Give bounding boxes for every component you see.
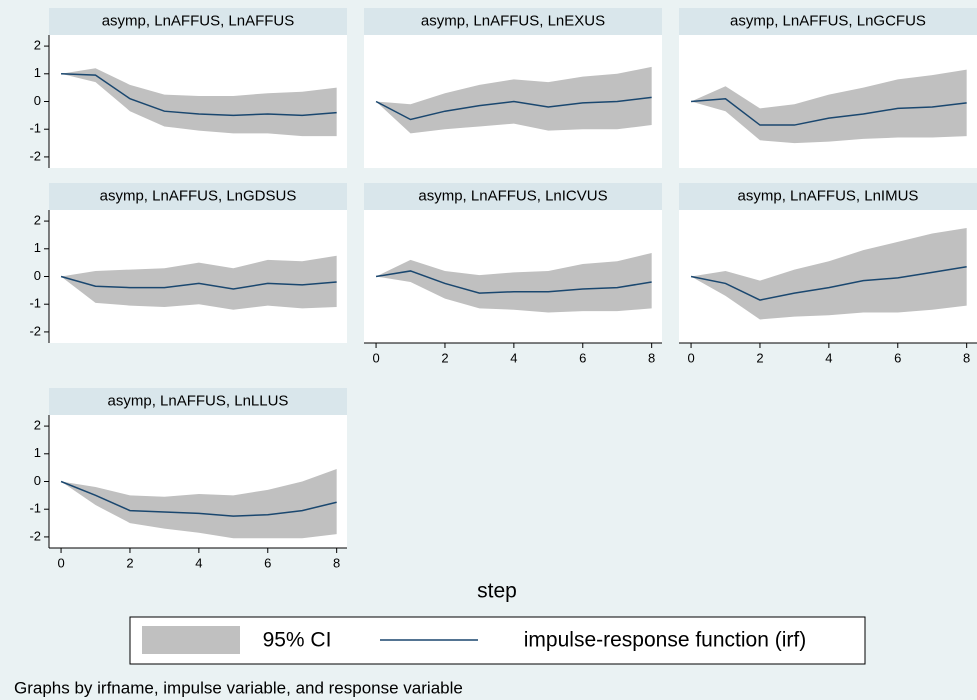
x-tick-label: 4 bbox=[195, 555, 202, 570]
y-tick-label: -1 bbox=[29, 296, 41, 311]
x-tick-label: 0 bbox=[687, 350, 694, 365]
irf-line bbox=[61, 73, 337, 117]
y-tick-label: 1 bbox=[34, 240, 41, 255]
legend-label: 95% CI bbox=[263, 629, 332, 652]
ci-band bbox=[376, 252, 652, 313]
y-tick-label: 0 bbox=[34, 268, 41, 283]
x-tick-label: 8 bbox=[648, 350, 655, 365]
ci-band bbox=[691, 228, 967, 320]
y-tick-label: 1 bbox=[34, 65, 41, 80]
x-tick-label: 6 bbox=[894, 350, 901, 365]
y-tick-label: -2 bbox=[29, 528, 41, 543]
y-tick-label: -2 bbox=[29, 323, 41, 338]
panel-title: asymp, LnAFFUS, LnIMUS bbox=[738, 187, 919, 204]
title-strip bbox=[49, 183, 347, 210]
panel-title: asymp, LnAFFUS, LnGCFUS bbox=[730, 12, 926, 29]
ci-band bbox=[61, 469, 337, 539]
legend-box bbox=[129, 616, 866, 665]
y-tick-label: 0 bbox=[34, 93, 41, 108]
ci-band bbox=[61, 68, 337, 137]
y-tick-label: 2 bbox=[34, 213, 41, 228]
x-tick-label: 8 bbox=[333, 555, 340, 570]
x-tick-label: 0 bbox=[57, 555, 64, 570]
x-axis-title: step bbox=[477, 580, 517, 603]
ci-band bbox=[376, 66, 652, 134]
y-tick-label: 1 bbox=[34, 445, 41, 460]
y-tick-label: -1 bbox=[29, 121, 41, 136]
x-tick-label: 4 bbox=[825, 350, 832, 365]
panel-title: asymp, LnAFFUS, LnGDSUS bbox=[100, 187, 297, 204]
irf-line bbox=[375, 96, 652, 121]
x-tick-label: 8 bbox=[963, 350, 970, 365]
x-tick-label: 2 bbox=[756, 350, 763, 365]
y-tick-label: 0 bbox=[34, 473, 41, 488]
x-tick-label: 6 bbox=[264, 555, 271, 570]
panel-title: asymp, LnAFFUS, LnEXUS bbox=[421, 12, 605, 29]
y-tick-label: 2 bbox=[34, 418, 41, 433]
title-strip bbox=[364, 183, 662, 210]
title-strip bbox=[49, 8, 347, 35]
title-strip bbox=[679, 8, 977, 35]
title-strip bbox=[49, 388, 347, 415]
irf-line bbox=[60, 275, 337, 290]
legend-swatch bbox=[142, 626, 240, 654]
x-tick-label: 6 bbox=[579, 350, 586, 365]
y-tick-label: -2 bbox=[29, 148, 41, 163]
irf-line bbox=[375, 270, 652, 294]
irf-line bbox=[690, 266, 967, 301]
y-tick-label: -1 bbox=[29, 501, 41, 516]
note: Graphs by irfname, impulse variable, and… bbox=[14, 678, 463, 697]
x-tick-label: 2 bbox=[441, 350, 448, 365]
irf-line bbox=[60, 480, 337, 517]
y-tick-label: 2 bbox=[34, 38, 41, 53]
panel-title: asymp, LnAFFUS, LnLLUS bbox=[108, 392, 289, 409]
x-tick-label: 0 bbox=[372, 350, 379, 365]
title-strip bbox=[364, 8, 662, 35]
panel-title: asymp, LnAFFUS, LnAFFUS bbox=[102, 12, 295, 29]
legend-label: impulse-response function (irf) bbox=[524, 629, 806, 652]
irf-line bbox=[690, 97, 967, 126]
x-tick-label: 4 bbox=[510, 350, 517, 365]
title-strip bbox=[679, 183, 977, 210]
x-tick-label: 2 bbox=[126, 555, 133, 570]
panel-title: asymp, LnAFFUS, LnICVUS bbox=[418, 187, 607, 204]
